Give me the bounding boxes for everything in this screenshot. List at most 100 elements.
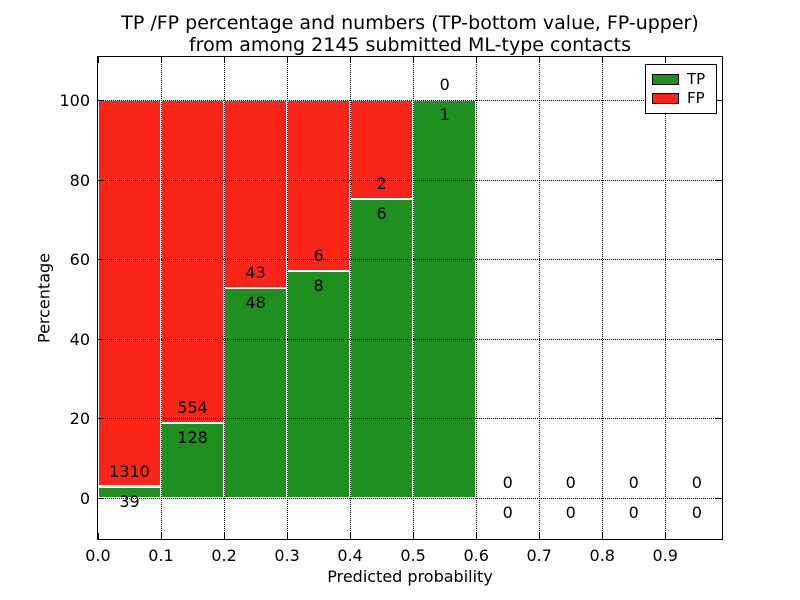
legend-item-fp: FP (652, 89, 710, 108)
fp-count-label: 0 (502, 473, 513, 492)
tp-count-label: 6 (376, 204, 387, 224)
y-tick-label: 40 (69, 329, 90, 349)
y-tick-mark (716, 338, 722, 340)
x-tick-label: 0.8 (589, 546, 615, 565)
x-tick-mark (161, 57, 163, 63)
y-tick-label: 0 (79, 489, 90, 508)
y-tick-mark (716, 418, 722, 420)
y-tick-label: 100 (59, 90, 90, 110)
x-tick-label: 0.1 (148, 546, 174, 565)
x-tick-mark (98, 57, 99, 63)
x-tick-mark (287, 533, 289, 539)
x-gridline (350, 57, 352, 539)
y-tick-mark (716, 179, 722, 181)
x-tick-label: 0.4 (337, 546, 363, 565)
x-gridline (665, 57, 667, 539)
x-tick-label: 0.9 (652, 546, 678, 565)
x-tick-mark (413, 533, 415, 539)
y-tick-mark (98, 498, 104, 499)
plot-area: 1310 39 554 128 43 48 6 8 2 6 0 1 0 0 0 0 0 0 0 0 (97, 56, 723, 540)
x-tick-mark (98, 533, 99, 539)
x-tick-mark (413, 57, 415, 63)
fp-count-label: 6 (313, 245, 324, 265)
fp-count-label: 554 (177, 398, 208, 418)
bar-tp-segment (161, 423, 225, 498)
x-gridline (539, 57, 541, 539)
x-tick-mark (224, 57, 226, 63)
y-gridline (98, 498, 722, 499)
tp-swatch-icon (652, 74, 679, 85)
x-gridline (476, 57, 478, 539)
x-tick-mark (350, 533, 352, 539)
x-tick-label: 0.5 (400, 546, 426, 565)
x-gridline (602, 57, 604, 539)
x-tick-mark (665, 57, 667, 63)
x-tick-mark (287, 57, 289, 63)
x-tick-mark (602, 533, 604, 539)
bar-tp-segment (287, 270, 351, 498)
fp-count-label: 0 (691, 473, 702, 492)
x-gridline (287, 57, 289, 539)
bar-tp-segment (98, 486, 162, 498)
y-tick-mark (98, 418, 104, 420)
x-tick-mark (476, 533, 478, 539)
x-tick-label: 0.7 (526, 546, 552, 565)
x-tick-label: 0.2 (211, 546, 237, 565)
fp-count-label: 0 (628, 473, 639, 492)
fp-count-label: 1310 (109, 461, 150, 481)
tp-count-label: 8 (313, 275, 324, 295)
y-gridline (98, 338, 722, 340)
x-tick-mark (665, 533, 667, 539)
y-tick-mark (716, 99, 722, 101)
x-tick-mark (539, 57, 541, 63)
tp-count-label: 0 (691, 503, 702, 522)
y-gridline (98, 259, 722, 261)
x-tick-mark (224, 533, 226, 539)
fp-count-label: 43 (245, 263, 266, 283)
chart-subtitle: from among 2145 submitted ML-type contac… (188, 34, 632, 56)
x-tick-mark (476, 57, 478, 63)
bar-tp-segment (224, 288, 288, 498)
y-gridline (98, 418, 722, 420)
tp-count-label: 0 (565, 503, 576, 522)
x-axis-label: Predicted probability (327, 567, 493, 586)
y-tick-mark (98, 338, 104, 340)
x-gridline (224, 57, 226, 539)
legend-label-fp: FP (687, 89, 705, 107)
y-tick-label: 20 (69, 409, 90, 429)
x-tick-mark (602, 57, 604, 63)
x-gridline (161, 57, 163, 539)
y-gridline (98, 99, 722, 101)
x-tick-mark (350, 57, 352, 63)
fp-count-label: 0 (565, 473, 576, 492)
x-tick-label: 0.3 (274, 546, 300, 565)
y-tick-mark (716, 259, 722, 261)
y-tick-mark (98, 259, 104, 261)
chart-title: TP /FP percentage and numbers (TP-bottom… (121, 12, 699, 34)
legend-item-tp: TP (652, 70, 710, 89)
bar-fp-segment (98, 99, 162, 487)
tp-count-label: 0 (502, 503, 513, 522)
y-tick-label: 60 (69, 250, 90, 270)
bar-tp-segment (413, 99, 477, 498)
bar-fp-segment (350, 99, 414, 200)
x-tick-label: 0.6 (463, 546, 489, 565)
x-tick-mark (539, 533, 541, 539)
y-tick-mark (98, 99, 104, 101)
fp-count-label: 2 (376, 174, 387, 194)
tp-count-label: 39 (119, 491, 140, 511)
bar-tp-segment (350, 199, 414, 498)
fp-swatch-icon (652, 93, 679, 104)
x-tick-mark (161, 533, 163, 539)
legend-label-tp: TP (687, 70, 706, 88)
bar-fp-segment (161, 99, 225, 424)
y-gridline (98, 179, 722, 181)
tp-count-label: 1 (439, 104, 450, 124)
y-tick-mark (716, 498, 722, 499)
legend: TP FP (645, 64, 717, 114)
x-gridline (413, 57, 415, 539)
tp-count-label: 128 (177, 428, 208, 448)
tp-count-label: 48 (245, 293, 266, 313)
y-tick-mark (98, 179, 104, 181)
